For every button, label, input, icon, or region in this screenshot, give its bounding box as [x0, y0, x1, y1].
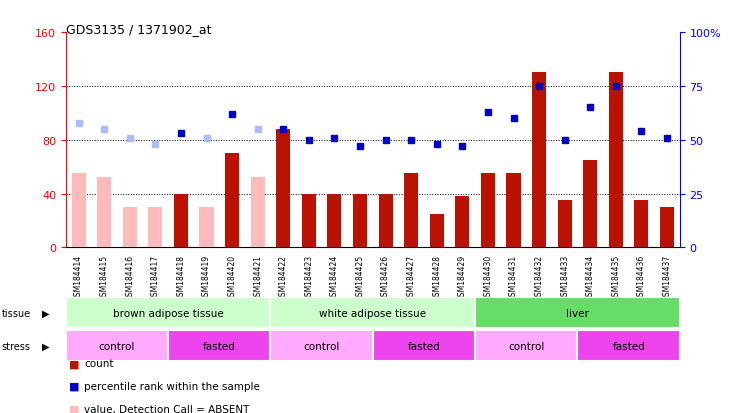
Bar — [72, 174, 86, 248]
Text: control: control — [508, 341, 545, 351]
Bar — [174, 194, 188, 248]
Bar — [532, 73, 546, 248]
Text: ▶: ▶ — [42, 308, 50, 318]
Bar — [148, 207, 162, 248]
Bar — [635, 201, 648, 248]
Text: ■: ■ — [69, 358, 80, 368]
Text: liver: liver — [566, 308, 589, 318]
Bar — [379, 194, 393, 248]
Text: white adipose tissue: white adipose tissue — [319, 308, 426, 318]
Bar — [97, 178, 111, 248]
Text: fasted: fasted — [203, 341, 235, 351]
Bar — [373, 330, 475, 361]
Text: control: control — [99, 341, 135, 351]
Bar — [660, 207, 674, 248]
Bar — [123, 207, 137, 248]
Bar — [583, 161, 597, 248]
Bar — [558, 201, 572, 248]
Text: brown adipose tissue: brown adipose tissue — [113, 308, 224, 318]
Bar — [475, 330, 577, 361]
Bar — [507, 174, 520, 248]
Text: tissue: tissue — [1, 308, 31, 318]
Text: ▶: ▶ — [42, 341, 50, 351]
Bar — [577, 330, 680, 361]
Bar — [66, 297, 270, 328]
Bar — [430, 214, 444, 248]
Text: ■: ■ — [69, 404, 80, 413]
Bar — [609, 73, 623, 248]
Bar — [404, 174, 418, 248]
Text: value, Detection Call = ABSENT: value, Detection Call = ABSENT — [84, 404, 249, 413]
Bar — [455, 197, 469, 248]
Bar — [276, 130, 290, 248]
Bar — [251, 178, 265, 248]
Text: ■: ■ — [69, 381, 80, 391]
Text: stress: stress — [1, 341, 31, 351]
Bar — [475, 297, 680, 328]
Bar — [481, 174, 495, 248]
Text: count: count — [84, 358, 113, 368]
Bar — [168, 330, 270, 361]
Bar — [327, 194, 341, 248]
Text: control: control — [303, 341, 340, 351]
Text: percentile rank within the sample: percentile rank within the sample — [84, 381, 260, 391]
Text: GDS3135 / 1371902_at: GDS3135 / 1371902_at — [66, 23, 211, 36]
Bar — [270, 330, 373, 361]
Text: fasted: fasted — [408, 341, 440, 351]
Bar — [302, 194, 316, 248]
Bar — [66, 330, 168, 361]
Bar — [200, 207, 213, 248]
Bar — [225, 154, 239, 248]
Text: fasted: fasted — [613, 341, 645, 351]
Bar — [270, 297, 475, 328]
Bar — [353, 194, 367, 248]
